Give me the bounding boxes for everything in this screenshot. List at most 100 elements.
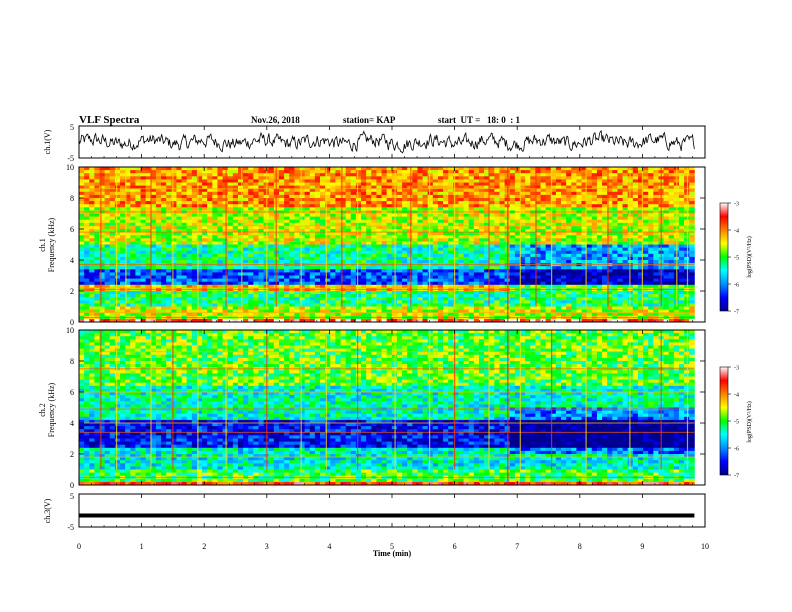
spectrogram-cell bbox=[432, 318, 439, 323]
spectrogram-cell bbox=[202, 256, 208, 261]
spectrogram-cell bbox=[335, 222, 341, 227]
spectrogram-cell bbox=[561, 303, 567, 307]
spectrogram-cell bbox=[79, 260, 85, 264]
spectrogram-cell bbox=[407, 318, 413, 323]
spectrogram-cell bbox=[463, 176, 470, 180]
spectrogram-cell bbox=[437, 303, 444, 307]
spectrogram-cell bbox=[217, 244, 223, 248]
spectrogram-cell bbox=[422, 173, 429, 177]
spectrogram-cell bbox=[99, 300, 106, 304]
spectrogram-cell bbox=[99, 284, 106, 289]
spectrogram-cell bbox=[253, 207, 259, 211]
spectrogram-cell bbox=[125, 201, 131, 205]
spectrogram-cell bbox=[550, 238, 557, 242]
spectrogram-cell bbox=[166, 241, 172, 245]
spectrogram-cell bbox=[571, 213, 577, 217]
spectrogram-cell bbox=[494, 225, 500, 230]
spectrogram-cell bbox=[581, 173, 588, 177]
spectrogram-cell bbox=[366, 201, 372, 205]
spectrogram-cell bbox=[571, 204, 577, 208]
spectrogram-cell bbox=[186, 207, 193, 211]
spectrogram-cell bbox=[520, 297, 526, 301]
spectrogram-cell bbox=[155, 306, 162, 310]
spectrogram-cell bbox=[268, 198, 275, 202]
spectrogram-cell bbox=[330, 204, 336, 208]
spectrogram-cell bbox=[576, 235, 582, 239]
spectrogram-cell bbox=[202, 244, 208, 248]
spectrogram-cell bbox=[145, 269, 152, 273]
spectrogram-cell bbox=[320, 266, 326, 270]
spectrogram-cell bbox=[478, 229, 485, 233]
spectrogram-cell bbox=[84, 204, 90, 208]
spectrogram-cell bbox=[448, 201, 454, 205]
spectrogram-cell bbox=[458, 318, 464, 323]
spectrogram-cell bbox=[566, 198, 572, 202]
spectrogram-cell bbox=[186, 278, 193, 283]
spectrogram-cell bbox=[191, 170, 198, 174]
spectrogram-cell bbox=[186, 241, 193, 245]
spectrogram-cell bbox=[150, 229, 157, 233]
spectrogram-cell bbox=[145, 176, 152, 180]
spectrogram-cell bbox=[427, 238, 434, 242]
spectrogram-cell bbox=[355, 225, 362, 230]
spectrogram-cell bbox=[253, 244, 259, 248]
spectrogram-cell bbox=[463, 241, 470, 245]
spectrogram-cell bbox=[335, 291, 341, 295]
spectrogram-cell bbox=[278, 238, 285, 242]
spectrogram-cell bbox=[191, 182, 198, 186]
spectrogram-cell bbox=[571, 191, 577, 196]
spectrogram-cell bbox=[412, 204, 418, 208]
spectrogram-cell bbox=[120, 232, 126, 236]
spectrogram-cell bbox=[432, 216, 439, 221]
spectrogram-cell bbox=[140, 266, 147, 270]
spectrogram-cell bbox=[294, 201, 300, 205]
spectrogram-cell bbox=[155, 238, 162, 242]
spectrogram-cell bbox=[99, 173, 106, 177]
spectrogram-cell bbox=[453, 266, 459, 270]
spectrogram-cell bbox=[79, 250, 85, 255]
spectrogram-cell bbox=[586, 204, 593, 208]
spectrogram-cell bbox=[561, 300, 567, 304]
spectrogram-cell bbox=[125, 306, 131, 310]
spectrogram-cell bbox=[581, 232, 588, 236]
spectrogram-cell bbox=[427, 219, 434, 224]
spectrogram-cell bbox=[520, 247, 526, 252]
spectrogram-cell bbox=[376, 198, 382, 202]
spectrogram-cell bbox=[437, 179, 444, 183]
spectrogram-cell bbox=[437, 278, 444, 283]
spectrogram-cell bbox=[202, 303, 208, 307]
spectrogram-cell bbox=[171, 318, 177, 323]
spectrogram-cell bbox=[468, 216, 475, 221]
spectrogram-cell bbox=[268, 194, 275, 199]
spectrogram-cell bbox=[437, 204, 444, 208]
spectrogram-cell bbox=[155, 222, 162, 227]
spectrogram-cell bbox=[499, 235, 506, 239]
spectrogram-cell bbox=[386, 272, 393, 276]
spectrogram-cell bbox=[432, 194, 439, 199]
spectrogram-cell bbox=[422, 188, 429, 193]
spectrogram-cell bbox=[555, 167, 562, 171]
spectrogram-cell bbox=[355, 235, 362, 239]
spectrogram-cell bbox=[494, 256, 500, 261]
spectrogram-cell bbox=[463, 182, 470, 186]
spectrogram-cell bbox=[171, 167, 177, 171]
spectrogram-cell bbox=[150, 188, 157, 193]
spectrogram-cell bbox=[555, 238, 562, 242]
spectrogram-cell bbox=[309, 306, 316, 310]
spectrogram-cell bbox=[366, 219, 372, 224]
spectrogram-cell bbox=[196, 198, 203, 202]
spectrogram-cell bbox=[535, 250, 541, 255]
spectrogram-cell bbox=[550, 269, 557, 273]
spectrogram-cell bbox=[437, 275, 444, 279]
spectrogram-cell bbox=[478, 194, 485, 199]
spectrogram-cell bbox=[304, 281, 311, 286]
spectrogram-cell bbox=[243, 250, 249, 255]
spectrogram-cell bbox=[376, 269, 382, 273]
spectrogram-cell bbox=[427, 253, 434, 258]
spectrogram-cell bbox=[314, 167, 321, 171]
spectrogram-cell bbox=[581, 213, 588, 217]
spectrogram-cell bbox=[232, 244, 239, 248]
spectrogram-cell bbox=[520, 278, 526, 283]
spectrogram-cell bbox=[237, 278, 244, 283]
spectrogram-cell bbox=[79, 232, 85, 236]
